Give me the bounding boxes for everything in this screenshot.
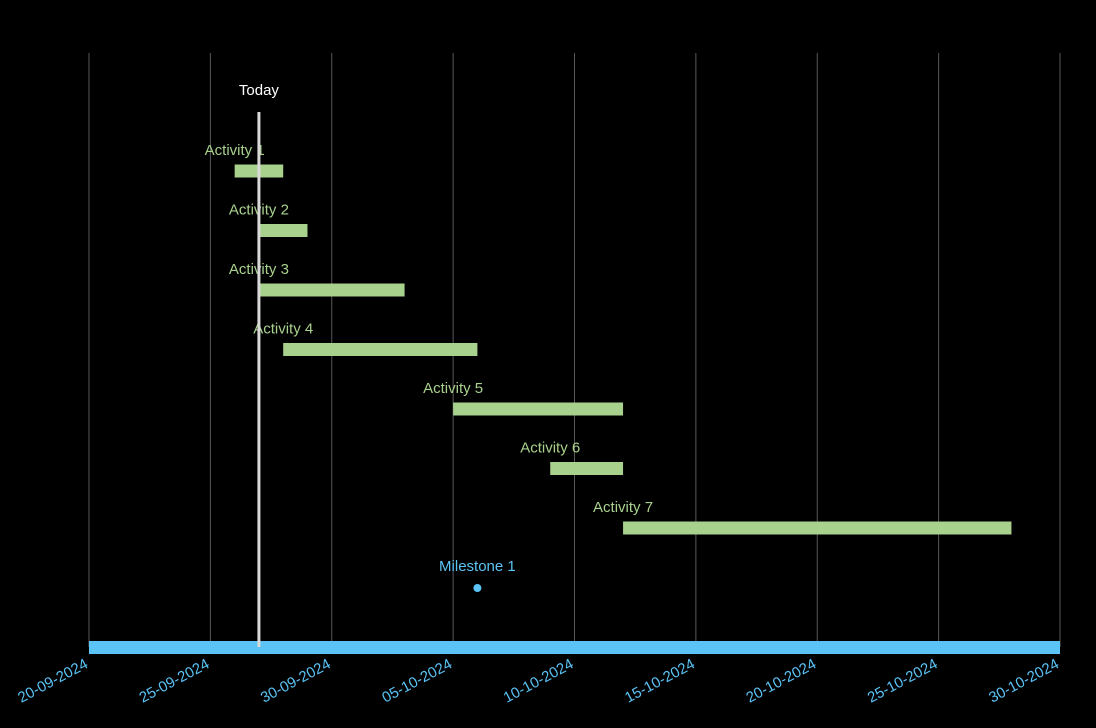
activity-label: Activity 6 (520, 440, 580, 457)
timeline-axis (89, 641, 1060, 654)
activity-bar (283, 343, 478, 356)
activity-bar (453, 402, 624, 416)
x-tick-label: 30-10-2024 (986, 656, 1062, 707)
activity-bar (258, 224, 308, 237)
milestone-label: Milestone 1 (439, 558, 516, 575)
activity-bar (623, 521, 1012, 535)
milestone-marker (473, 584, 482, 592)
x-tick-label: 05-10-2024 (379, 656, 455, 707)
today-label: Today (239, 82, 280, 99)
activity-bar (550, 462, 624, 475)
x-tick-label: 30-09-2024 (258, 656, 334, 707)
x-tick-label: 10-10-2024 (501, 656, 577, 707)
activity-label: Activity 4 (253, 321, 313, 338)
x-tick-label: 20-09-2024 (15, 656, 91, 707)
x-tick-label: 25-10-2024 (865, 656, 941, 707)
x-tick-label: 15-10-2024 (622, 656, 698, 707)
activity-label: Activity 5 (423, 380, 483, 397)
x-tick-label: 20-10-2024 (743, 656, 819, 707)
x-tick-label: 25-09-2024 (137, 656, 213, 707)
activity-label: Activity 1 (205, 142, 265, 159)
activity-bar (258, 283, 405, 297)
activity-label: Activity 7 (593, 499, 653, 516)
